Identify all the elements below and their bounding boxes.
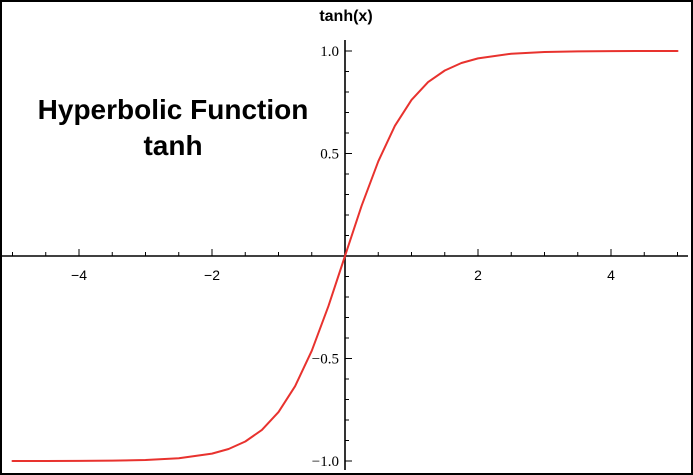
x-tick-label: 2 — [474, 267, 482, 283]
x-tick-label: −4 — [71, 267, 87, 283]
y-tick-label: −0.5 — [312, 352, 339, 368]
y-tick-label: 0.5 — [320, 147, 339, 163]
y-tick-label: −1.0 — [312, 454, 339, 470]
chart-title-block: Hyperbolic Function tanh — [18, 92, 328, 164]
chart-subtitle: tanh — [143, 130, 203, 161]
chart-title: Hyperbolic Function — [37, 94, 309, 125]
tanh-curve — [11, 50, 679, 462]
y-axis-label: tanh(x) — [319, 8, 373, 25]
x-tick-label: −2 — [204, 267, 220, 283]
y-tick-label: 1.0 — [320, 44, 339, 60]
x-tick-label: 4 — [607, 267, 615, 283]
